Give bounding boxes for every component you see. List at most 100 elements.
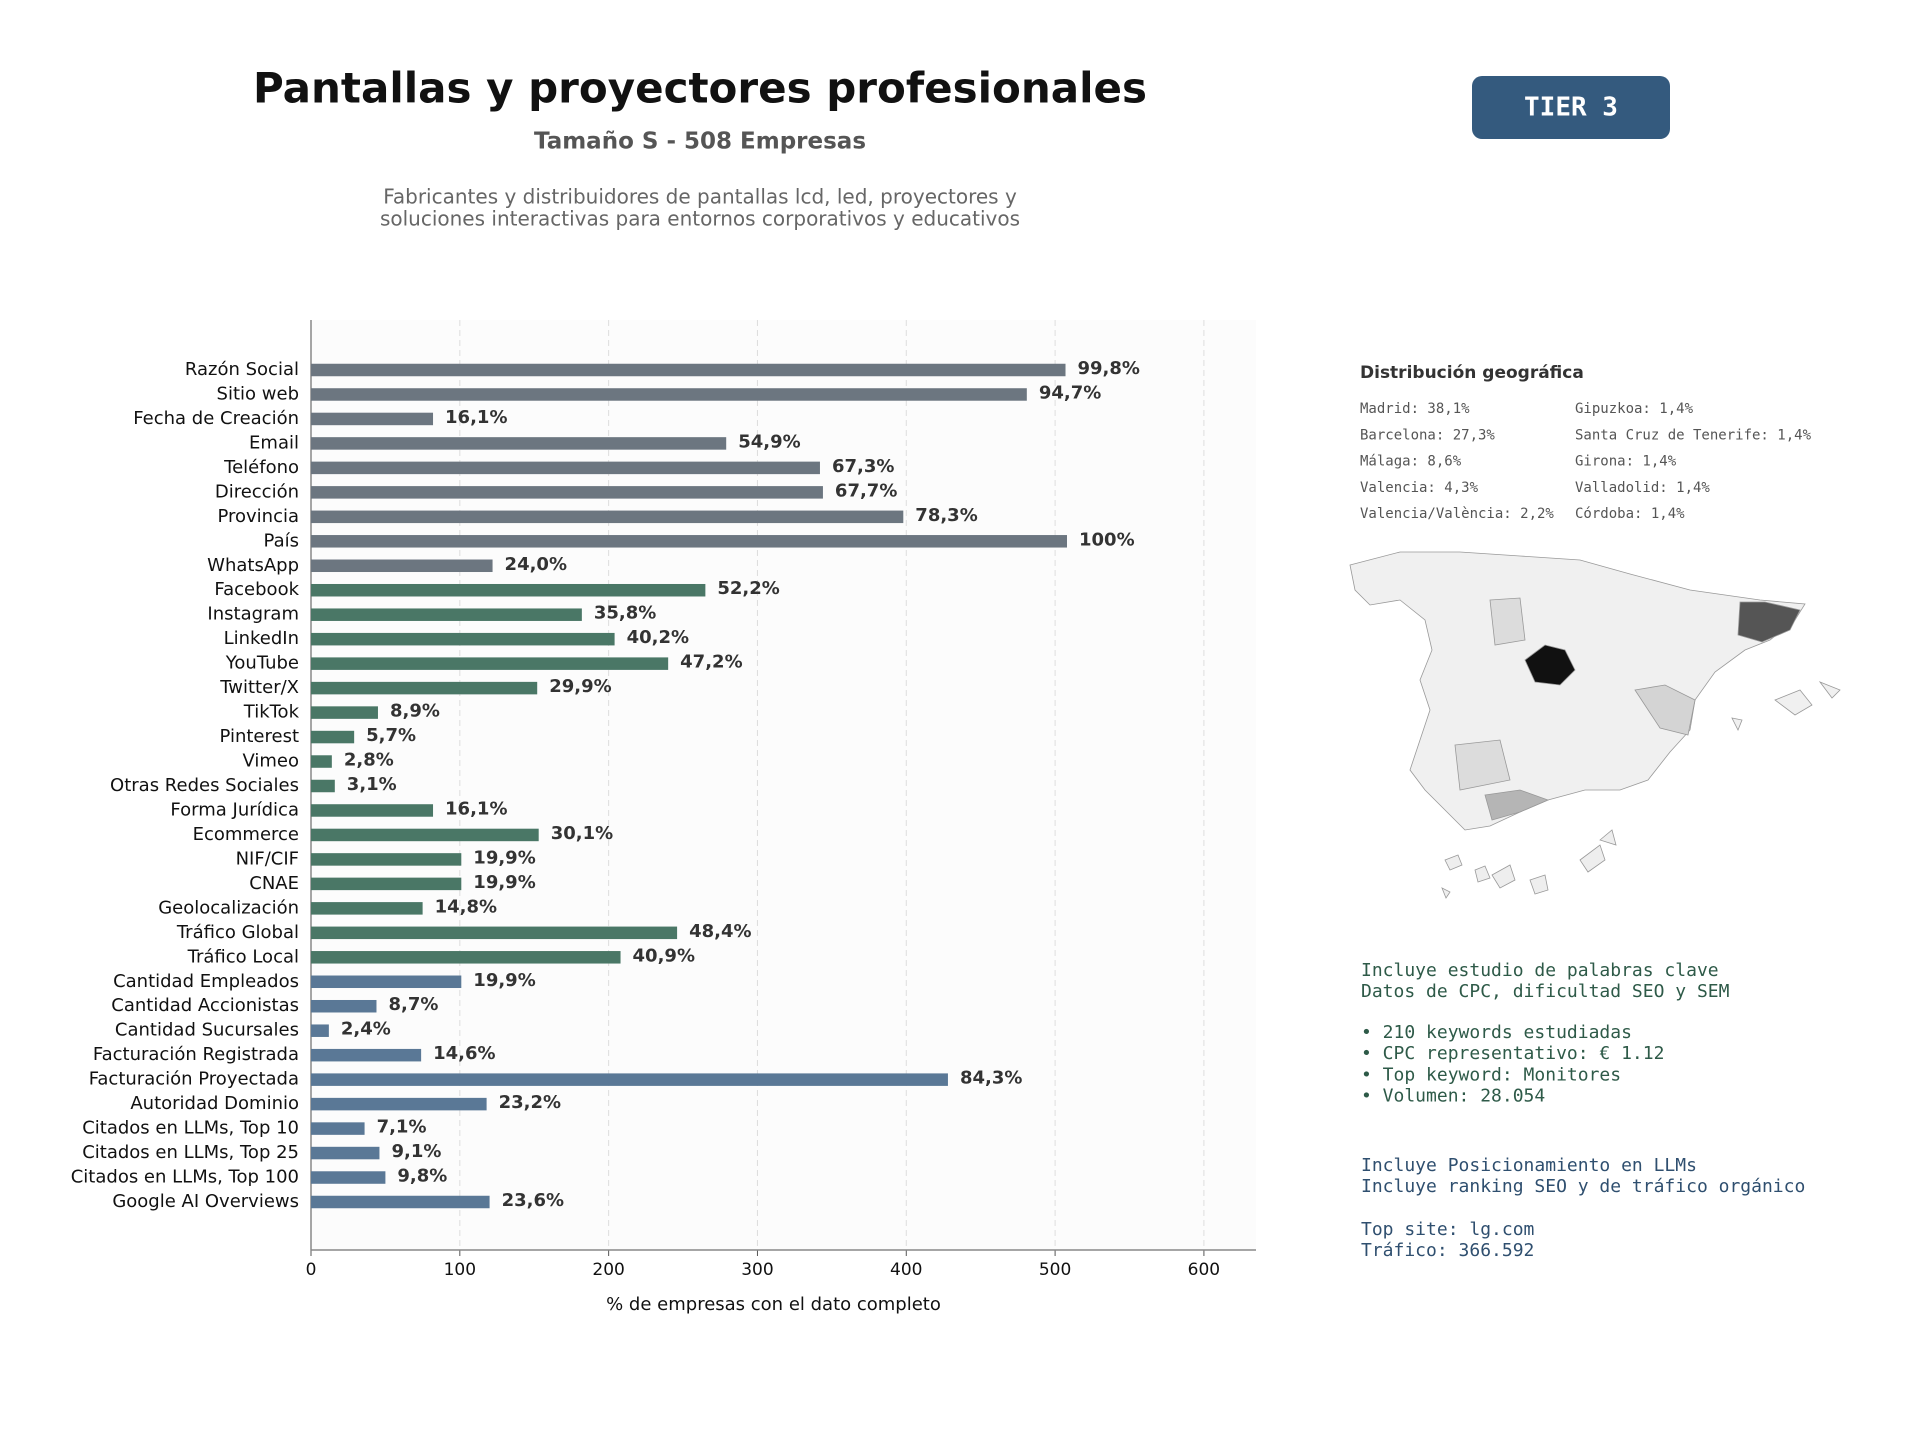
y-tick-label: TikTok — [243, 702, 300, 723]
value-label: 9,8% — [397, 1166, 447, 1187]
value-label: 40,2% — [627, 627, 689, 648]
y-tick-label: CNAE — [249, 873, 299, 894]
map — [1349, 551, 1841, 899]
value-label: 8,9% — [390, 701, 440, 722]
barcelona — [1737, 601, 1801, 643]
valencia — [1634, 684, 1696, 736]
value-label: 29,9% — [549, 676, 611, 697]
x-tick-label: 200 — [592, 1260, 624, 1280]
geo-item: Gipuzkoa: 1,4% — [1575, 401, 1694, 417]
y-tick-label: Vimeo — [242, 751, 299, 772]
valladolid — [1489, 597, 1526, 646]
geo-title: Distribución geográfica — [1360, 363, 1584, 383]
bar — [311, 461, 820, 475]
bar — [311, 779, 335, 793]
y-tick-label: Facturación Registrada — [93, 1044, 299, 1065]
y-tick-label: WhatsApp — [207, 555, 299, 576]
value-label: 23,2% — [499, 1092, 561, 1113]
y-tick-label: NIF/CIF — [236, 848, 299, 869]
bar — [311, 510, 904, 524]
bar — [311, 632, 615, 646]
value-label: 16,1% — [445, 407, 507, 428]
x-tick-label: 100 — [444, 1260, 476, 1280]
value-label: 23,6% — [502, 1190, 564, 1211]
badge-text: TIER 3 — [1524, 93, 1618, 123]
y-tick-label: YouTube — [225, 653, 299, 674]
geo-item: Valencia/València: 2,2% — [1360, 506, 1554, 522]
seo-text: • Volumen: 28.054 — [1361, 1086, 1545, 1107]
geo-item: Valencia: 4,3% — [1360, 480, 1479, 496]
value-label: 14,6% — [433, 1043, 495, 1064]
bar — [311, 1195, 490, 1209]
value-label: 19,9% — [473, 970, 535, 991]
madrid — [1524, 644, 1576, 686]
bar — [311, 951, 621, 964]
seo-text: • 210 keywords estudiadas — [1361, 1022, 1632, 1043]
y-tick-label: Google AI Overviews — [112, 1191, 299, 1212]
baleares — [1731, 681, 1841, 731]
y-tick-label: País — [264, 530, 299, 551]
x-tick-label: 600 — [1188, 1260, 1220, 1280]
x-tick-label: 300 — [741, 1260, 773, 1280]
x-tick-label: 500 — [1039, 1260, 1071, 1280]
bar — [311, 853, 462, 866]
value-label: 40,9% — [633, 945, 695, 966]
bar — [311, 999, 377, 1013]
value-label: 67,7% — [835, 480, 897, 501]
y-tick-label: Cantidad Empleados — [113, 971, 299, 992]
bar — [311, 975, 462, 989]
seo-text: • Top keyword: Monitores — [1361, 1064, 1621, 1085]
y-tick-label: Geolocalización — [158, 897, 299, 918]
y-tick-label: LinkedIn — [224, 628, 299, 649]
bar — [311, 706, 378, 719]
value-label: 67,3% — [832, 456, 894, 477]
bar — [311, 730, 355, 744]
bar — [311, 437, 727, 450]
bar — [311, 608, 582, 621]
value-label: 54,9% — [738, 431, 800, 452]
description: Fabricantes y distribuidores de pantalla… — [383, 185, 1017, 209]
bar — [311, 1122, 365, 1135]
bar — [311, 388, 1027, 401]
y-tick-label: Citados en LLMs, Top 25 — [82, 1142, 299, 1163]
bar — [311, 1073, 948, 1086]
value-label: 19,9% — [473, 872, 535, 893]
bar — [311, 486, 823, 499]
value-label: 2,8% — [344, 750, 394, 771]
x-axis-label: % de empresas con el dato completo — [606, 1294, 941, 1315]
geo-item: Madrid: 38,1% — [1360, 401, 1470, 417]
bar — [311, 681, 538, 695]
bar — [311, 363, 1066, 377]
bar — [311, 1097, 487, 1111]
value-label: 3,1% — [347, 774, 397, 795]
geo-item: Valladolid: 1,4% — [1575, 480, 1710, 496]
value-label: 35,8% — [594, 603, 656, 624]
y-tick-label: Twitter/X — [219, 677, 299, 698]
y-tick-label: Dirección — [215, 481, 299, 502]
y-tick-label: Otras Redes Sociales — [110, 775, 299, 796]
geo-item: Barcelona: 27,3% — [1360, 427, 1495, 443]
value-label: 9,1% — [391, 1141, 441, 1162]
seo-text: • CPC representativo: € 1.12 — [1361, 1043, 1664, 1064]
value-label: 14,8% — [435, 896, 497, 917]
value-label: 84,3% — [960, 1068, 1022, 1089]
geo-item: Girona: 1,4% — [1575, 454, 1677, 470]
y-tick-label: Autoridad Dominio — [130, 1093, 299, 1114]
bar — [311, 1048, 422, 1062]
value-label: 78,3% — [915, 505, 977, 526]
y-tick-label: Tráfico Global — [176, 922, 299, 943]
value-label: 47,2% — [680, 652, 742, 673]
bar — [311, 926, 678, 940]
bar — [311, 1024, 329, 1037]
value-label: 30,1% — [551, 823, 613, 844]
value-label: 94,7% — [1039, 382, 1101, 403]
bar — [311, 583, 706, 597]
seo-text: Datos de CPC, dificultad SEO y SEM — [1361, 981, 1730, 1002]
y-tick-label: Instagram — [207, 604, 299, 625]
tier-badge — [1472, 76, 1670, 139]
bar — [311, 559, 493, 573]
llm-text: Incluye ranking SEO y de tráfico orgánic… — [1361, 1176, 1805, 1197]
y-tick-label: Pinterest — [219, 726, 299, 747]
seo-text: Incluye estudio de palabras clave — [1361, 960, 1719, 981]
